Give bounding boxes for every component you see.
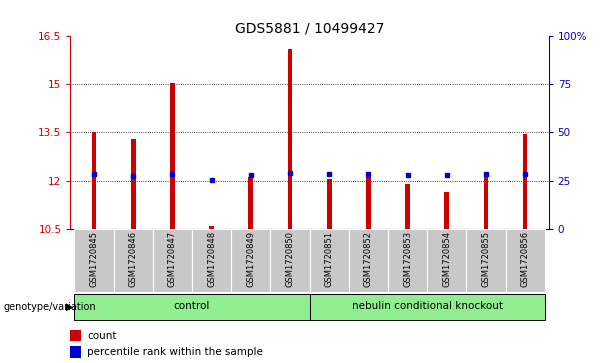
- Bar: [388, 229, 427, 292]
- Text: ▶: ▶: [66, 302, 74, 312]
- Bar: [92, 132, 96, 229]
- Text: control: control: [174, 301, 210, 311]
- Bar: [349, 229, 388, 292]
- Bar: [170, 83, 175, 229]
- Bar: [523, 134, 527, 229]
- Bar: [231, 229, 270, 292]
- Bar: [327, 179, 332, 229]
- Bar: [366, 176, 371, 229]
- Bar: [310, 229, 349, 292]
- Text: GSM1720849: GSM1720849: [246, 231, 255, 287]
- Bar: [113, 229, 153, 292]
- Bar: [192, 229, 231, 292]
- Text: GSM1720850: GSM1720850: [286, 231, 294, 287]
- Bar: [444, 192, 449, 229]
- Text: nebulin conditional knockout: nebulin conditional knockout: [352, 301, 503, 311]
- Bar: [70, 346, 81, 358]
- Bar: [310, 294, 545, 320]
- Bar: [287, 49, 292, 229]
- Bar: [405, 184, 410, 229]
- Bar: [131, 139, 135, 229]
- Bar: [70, 330, 81, 341]
- Bar: [153, 229, 192, 292]
- Text: GSM1720854: GSM1720854: [442, 231, 451, 287]
- Text: GSM1720855: GSM1720855: [481, 231, 490, 287]
- Bar: [506, 229, 545, 292]
- Text: GSM1720848: GSM1720848: [207, 231, 216, 287]
- Text: GSM1720847: GSM1720847: [168, 231, 177, 287]
- Bar: [248, 178, 253, 229]
- Text: GSM1720853: GSM1720853: [403, 231, 412, 287]
- Text: genotype/variation: genotype/variation: [3, 302, 96, 312]
- Text: GSM1720856: GSM1720856: [520, 231, 530, 287]
- Text: count: count: [87, 331, 116, 341]
- Bar: [209, 227, 214, 229]
- Text: GSM1720846: GSM1720846: [129, 231, 138, 287]
- Bar: [74, 294, 310, 320]
- Text: GSM1720852: GSM1720852: [364, 231, 373, 287]
- Text: GSM1720851: GSM1720851: [325, 231, 333, 287]
- Bar: [427, 229, 466, 292]
- Text: percentile rank within the sample: percentile rank within the sample: [87, 347, 263, 357]
- Title: GDS5881 / 10499427: GDS5881 / 10499427: [235, 21, 384, 35]
- Bar: [484, 176, 489, 229]
- Bar: [270, 229, 310, 292]
- Bar: [74, 229, 113, 292]
- Text: GSM1720845: GSM1720845: [89, 231, 99, 287]
- Bar: [466, 229, 506, 292]
